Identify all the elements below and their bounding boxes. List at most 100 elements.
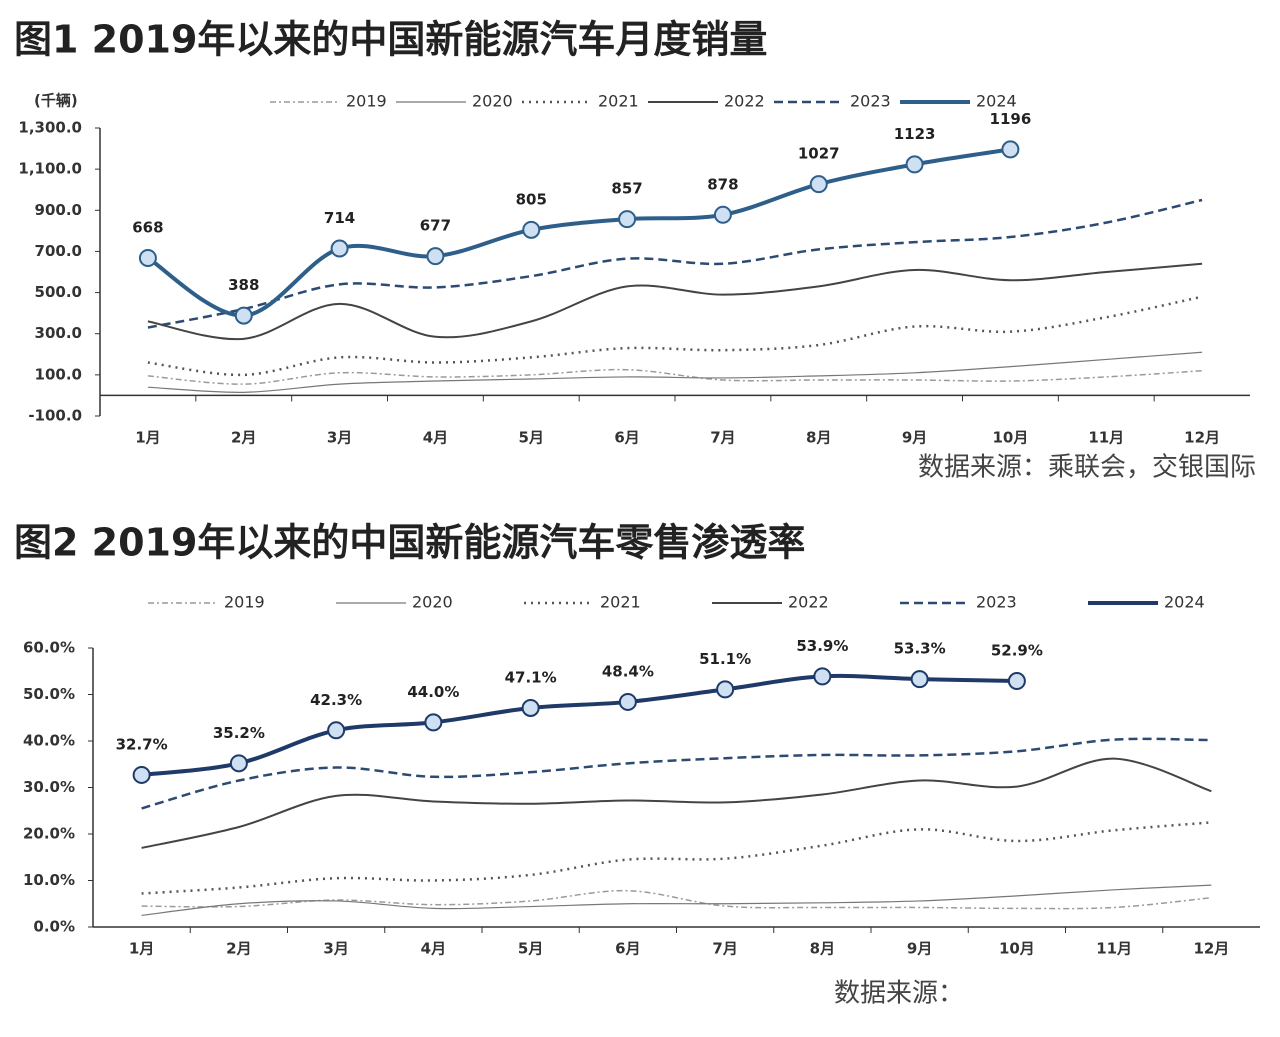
x-tick-label: 10月 [992,429,1028,447]
data-label: 714 [324,209,355,227]
x-tick-label: 5月 [519,429,544,447]
x-tick-label: 1月 [129,940,154,958]
series-line [147,262,1203,341]
x-tick-label: 3月 [323,940,348,958]
data-label: 857 [611,180,642,198]
y-tick-label: 300.0 [35,324,82,342]
data-label: 35.2% [213,724,265,742]
y-tick-label: 60.0% [23,639,75,657]
legend-label: 2023 [850,92,891,111]
y-tick-label: 10.0% [23,871,75,889]
data-point [234,306,253,325]
data-point [138,249,157,268]
data-label: 53.3% [894,640,946,658]
series-line [141,884,1212,916]
data-label: 47.1% [505,668,557,686]
legend-label: 2022 [724,92,765,111]
y-tick-label: 1,300.0 [18,119,82,137]
data-label: 1123 [894,125,936,143]
data-point [132,765,151,784]
chart-title: 图2 2019年以来的中国新能源汽车零售渗透率 [14,521,805,565]
data-label: 878 [707,175,738,193]
y-tick-label: 1,100.0 [18,160,82,178]
data-point [809,175,828,194]
y-tick-label: 40.0% [23,732,75,750]
x-tick-label: 9月 [902,429,927,447]
data-point [618,210,637,229]
data-label: 1027 [798,145,840,163]
data-label: 805 [516,190,547,208]
x-tick-label: 7月 [710,429,735,447]
x-tick-label: 12月 [1193,940,1229,958]
x-tick-label: 2月 [231,429,256,447]
y-tick-label: -100.0 [28,407,82,425]
x-tick-label: 9月 [907,940,932,958]
data-label: 677 [420,217,451,235]
legend-label: 2019 [346,92,387,111]
x-tick-label: 6月 [614,429,639,447]
data-label: 42.3% [310,691,362,709]
x-tick-label: 4月 [423,429,448,447]
x-tick-label: 10月 [999,940,1035,958]
x-tick-label: 11月 [1088,429,1124,447]
series-line [141,757,1212,849]
data-label: 388 [228,276,259,294]
data-point [618,692,637,711]
data-point [330,239,349,258]
y-tick-label: 900.0 [35,201,82,219]
x-tick-label: 3月 [327,429,352,447]
data-point [1007,672,1026,691]
data-point [522,220,541,239]
x-tick-label: 2月 [226,940,251,958]
legend-label: 2024 [1164,593,1205,612]
y-tick-label: 20.0% [23,825,75,843]
data-point [521,698,540,717]
legend-label: 2019 [224,593,265,612]
data-point [1001,140,1020,159]
data-label: 51.1% [699,650,751,668]
data-label: 1196 [990,110,1032,128]
data-label: 53.9% [796,637,848,655]
x-tick-label: 11月 [1096,940,1132,958]
y-axis-label: (千辆) [34,92,78,110]
source-note: 数据来源：乘联会，交银国际 [918,453,1256,483]
legend-label: 2020 [472,92,513,111]
source-note: 数据来源： [834,979,964,1009]
data-point [424,713,443,732]
data-point [716,680,735,699]
x-tick-label: 1月 [135,429,160,447]
legend-label: 2022 [788,593,829,612]
chart-title: 图1 2019年以来的中国新能源汽车月度销量 [14,18,767,62]
x-tick-label: 8月 [810,940,835,958]
series-line [147,368,1203,385]
data-point [813,667,832,686]
data-point [229,754,248,773]
series-line [147,351,1203,393]
data-label: 44.0% [407,683,459,701]
data-label: 48.4% [602,662,654,680]
series-line [147,295,1203,377]
series-line [146,147,1011,318]
data-label: 668 [132,219,163,237]
x-tick-label: 7月 [712,940,737,958]
x-tick-label: 8月 [806,429,831,447]
series-line [141,737,1212,810]
legend-label: 2023 [976,593,1017,612]
data-point [426,247,445,266]
data-point [327,721,346,740]
legend-label: 2021 [600,593,641,612]
y-tick-label: 30.0% [23,778,75,796]
y-tick-label: 700.0 [35,242,82,260]
y-tick-label: 100.0 [35,365,82,383]
legend-label: 2024 [976,92,1017,111]
x-tick-label: 12月 [1184,429,1220,447]
data-point [713,205,732,224]
series-line [141,821,1212,895]
data-label: 52.9% [991,642,1043,660]
legend-label: 2020 [412,593,453,612]
series-line [147,198,1203,329]
y-tick-label: 0.0% [33,918,75,936]
x-tick-label: 4月 [421,940,446,958]
series-line [141,673,1017,777]
